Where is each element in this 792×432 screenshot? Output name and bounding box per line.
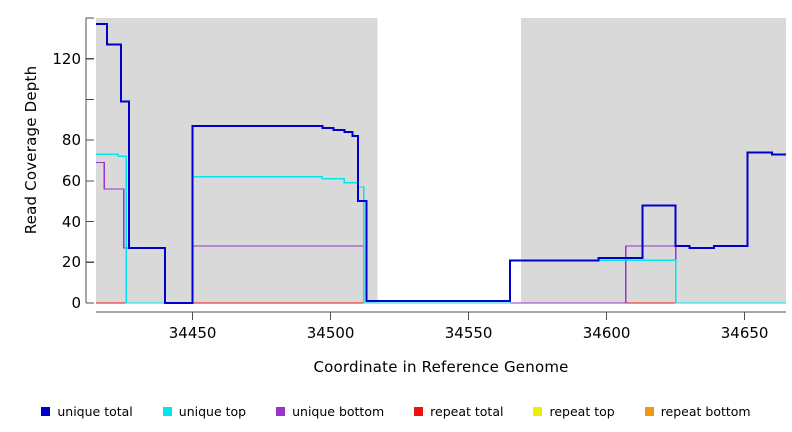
x-tick-label: 34500 [306, 324, 355, 342]
legend-item[interactable]: repeat bottom [644, 403, 751, 419]
square-swatch-icon [414, 406, 424, 416]
y-axis-title: Read Coverage Depth [22, 65, 40, 235]
legend-item-label: unique bottom [292, 403, 385, 419]
legend-item-label: repeat top [549, 403, 615, 419]
square-swatch-icon [276, 406, 286, 416]
y-tick-label: 0 [71, 294, 81, 312]
shaded-region [96, 18, 378, 303]
legend-item-label: unique total [57, 403, 133, 419]
square-swatch-icon [162, 406, 172, 416]
x-axis-title: Coordinate in Reference Genome [313, 358, 569, 376]
x-tick-label: 34450 [168, 324, 217, 342]
square-swatch-icon [644, 406, 654, 416]
legend-item[interactable]: repeat total [414, 404, 503, 419]
legend-item-label: repeat total [430, 403, 504, 419]
legend-item-label: repeat bottom [660, 403, 751, 419]
x-tick-label: 34550 [444, 324, 493, 342]
y-tick-label: 40 [61, 212, 81, 231]
square-swatch-icon [533, 406, 543, 416]
legend-item[interactable]: unique total [41, 403, 133, 419]
y-tick-label: 20 [61, 253, 81, 272]
legend-item[interactable]: unique top [162, 403, 247, 419]
data-series-group [96, 23, 786, 304]
square-swatch-icon [41, 406, 51, 416]
x-tick-label: 34650 [720, 324, 769, 342]
legend-item[interactable]: repeat top [533, 403, 615, 419]
y-tick-label: 120 [52, 49, 81, 68]
legend-item[interactable]: unique bottom [276, 404, 384, 419]
y-tick-label: 60 [61, 171, 81, 190]
legend-item-label: unique top [178, 403, 247, 419]
shaded-region [521, 18, 786, 303]
shaded-region-group [96, 18, 786, 303]
y-tick-label: 80 [61, 131, 81, 150]
chart-legend: unique total unique top unique bottom repea… [0, 398, 792, 424]
axis-group [85, 17, 786, 320]
series-line-unique-total [96, 23, 786, 304]
x-tick-label: 34600 [582, 324, 631, 342]
